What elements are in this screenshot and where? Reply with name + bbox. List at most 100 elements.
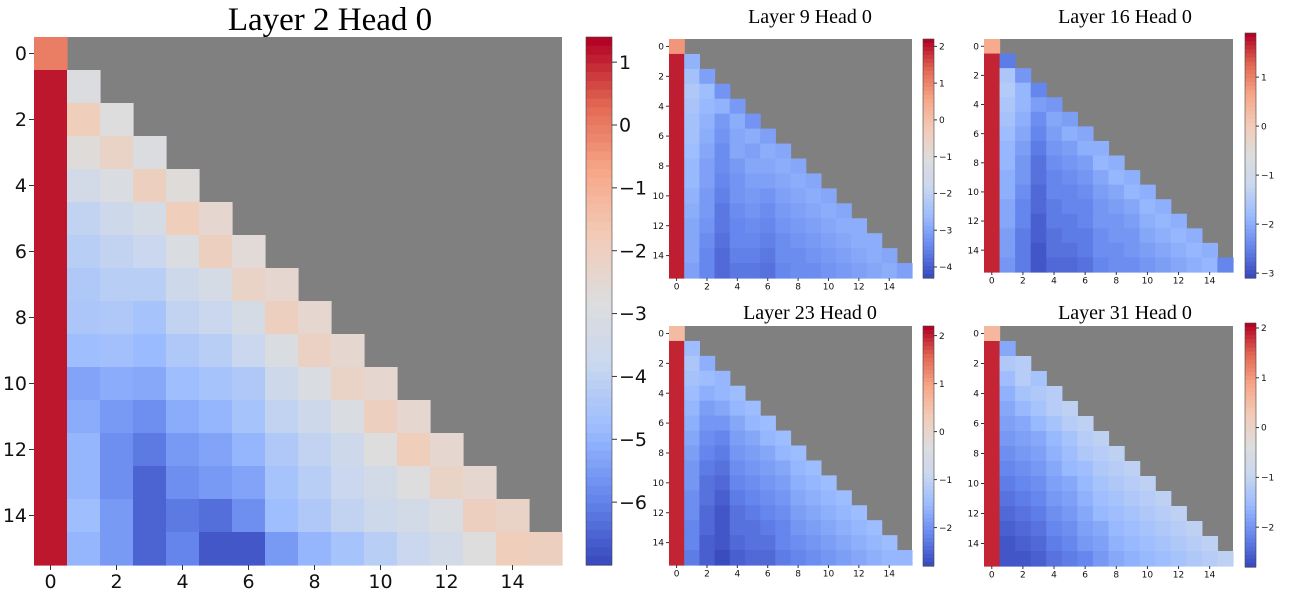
heatmap-cell — [669, 370, 685, 387]
heatmap-cell — [775, 505, 792, 521]
x-tick-label: 0 — [989, 277, 995, 287]
colorbar-segment — [586, 257, 612, 267]
heatmap-cell — [232, 367, 266, 401]
x-tick-label: 10 — [1142, 277, 1154, 287]
heatmap-cell — [265, 466, 299, 500]
heatmap-cell — [999, 213, 1016, 229]
heatmap-cell — [265, 433, 299, 467]
heatmap-cell — [1124, 476, 1141, 492]
heatmap-cell — [714, 520, 731, 536]
heatmap-cell — [1046, 536, 1063, 552]
heatmap-cell — [984, 446, 1001, 462]
heatmap-cell — [298, 532, 332, 566]
heatmap-cell — [729, 460, 746, 476]
heatmap-cell — [866, 233, 883, 249]
heatmap-cell — [265, 334, 299, 368]
heatmap-cell — [166, 499, 200, 533]
colorbar-segment — [1245, 465, 1256, 470]
heatmap-cell — [684, 113, 700, 130]
heatmap-cell — [1030, 476, 1047, 492]
colorbar-segment — [923, 110, 934, 116]
colorbar-frame — [1244, 322, 1257, 568]
heatmap-cell — [805, 248, 822, 264]
heatmap-cell — [1108, 228, 1125, 244]
colorbar-segment — [1245, 184, 1256, 189]
heatmap-cell — [100, 136, 134, 170]
colorbar-segment — [923, 270, 934, 275]
colorbar-segment — [586, 538, 612, 548]
heatmap-cell — [1030, 491, 1047, 507]
colorbar-segment — [1245, 404, 1256, 409]
heatmap-cell — [34, 70, 68, 104]
heatmap-cell — [984, 213, 1001, 229]
colorbar-tick-label: −5 — [619, 429, 647, 451]
colorbar-segment — [1245, 420, 1256, 426]
colorbar-tick-label: −1 — [1261, 171, 1274, 181]
colorbar-segment — [923, 342, 934, 347]
heatmap-cell — [699, 520, 716, 536]
y-tick-label: 6 — [973, 130, 979, 140]
colorbar-segment — [1245, 481, 1256, 487]
heatmap-cell — [760, 188, 776, 204]
heatmap-cell — [1155, 551, 1172, 567]
heatmap-cell — [790, 520, 807, 536]
colorbar-segment — [586, 309, 612, 320]
heatmap-cell — [805, 188, 822, 204]
y-tick-label: 6 — [658, 132, 664, 142]
heatmap-cell — [1015, 199, 1032, 215]
heatmap-cell — [265, 400, 299, 434]
x-tick-label: 2 — [1020, 571, 1026, 581]
colorbar-segment — [923, 486, 934, 491]
colorbar-segment — [586, 503, 612, 513]
colorbar-segment — [1245, 562, 1256, 568]
heatmap-cell — [430, 433, 464, 467]
colorbar-segment — [923, 398, 934, 403]
heatmap-cell — [714, 143, 731, 160]
heatmap-cell — [669, 355, 685, 372]
colorbar-segment — [586, 547, 612, 557]
heatmap-cell — [1015, 386, 1032, 402]
colorbar-segment — [586, 169, 612, 179]
heatmap-cell — [699, 475, 716, 491]
heatmap-cell — [1092, 199, 1110, 215]
colorbar-segment — [923, 78, 934, 84]
colorbar-segment — [586, 283, 612, 293]
heatmap-cell — [714, 263, 731, 279]
heatmap-cell — [67, 400, 101, 434]
heatmap-cell — [1015, 551, 1032, 567]
heatmap-cell — [714, 158, 731, 175]
colorbar-segment — [586, 353, 612, 364]
y-tick-label: 2 — [973, 360, 979, 370]
heatmap-cell — [331, 499, 365, 533]
heatmap-cell — [805, 535, 822, 551]
colorbar-tick-label: −2 — [939, 190, 952, 200]
colorbar-segment — [923, 94, 934, 100]
heatmap-cell — [729, 233, 746, 249]
heatmap-cell — [298, 367, 332, 401]
heatmap-cell — [744, 128, 761, 145]
heatmap-cell — [790, 550, 807, 566]
heatmap-cell — [760, 143, 776, 160]
heatmap-cell — [232, 334, 266, 368]
heatmap-cell — [1108, 257, 1125, 273]
heatmap-cell — [684, 173, 700, 189]
colorbar-segment — [1245, 257, 1256, 263]
x-tick-label: 8 — [1113, 277, 1119, 287]
heatmap-cell — [851, 520, 868, 536]
colorbar-segment — [1245, 558, 1256, 564]
heatmap-cell — [760, 415, 776, 432]
colorbar-segment — [1245, 102, 1256, 108]
colorbar-segment — [586, 89, 612, 100]
heatmap-cell — [699, 355, 716, 372]
heatmap-cell — [1030, 551, 1047, 567]
heatmap-cell — [67, 169, 101, 203]
colorbar-segment — [1245, 216, 1256, 222]
heatmap-cell — [67, 367, 101, 401]
colorbar-segment — [1245, 530, 1256, 536]
colorbar-segment — [1245, 436, 1256, 442]
heatmap-cell — [1155, 199, 1172, 215]
heatmap-cell — [1046, 506, 1063, 522]
heatmap-cell — [1108, 506, 1125, 522]
heatmap-cell — [999, 386, 1016, 402]
heatmap-cell — [1139, 228, 1156, 244]
